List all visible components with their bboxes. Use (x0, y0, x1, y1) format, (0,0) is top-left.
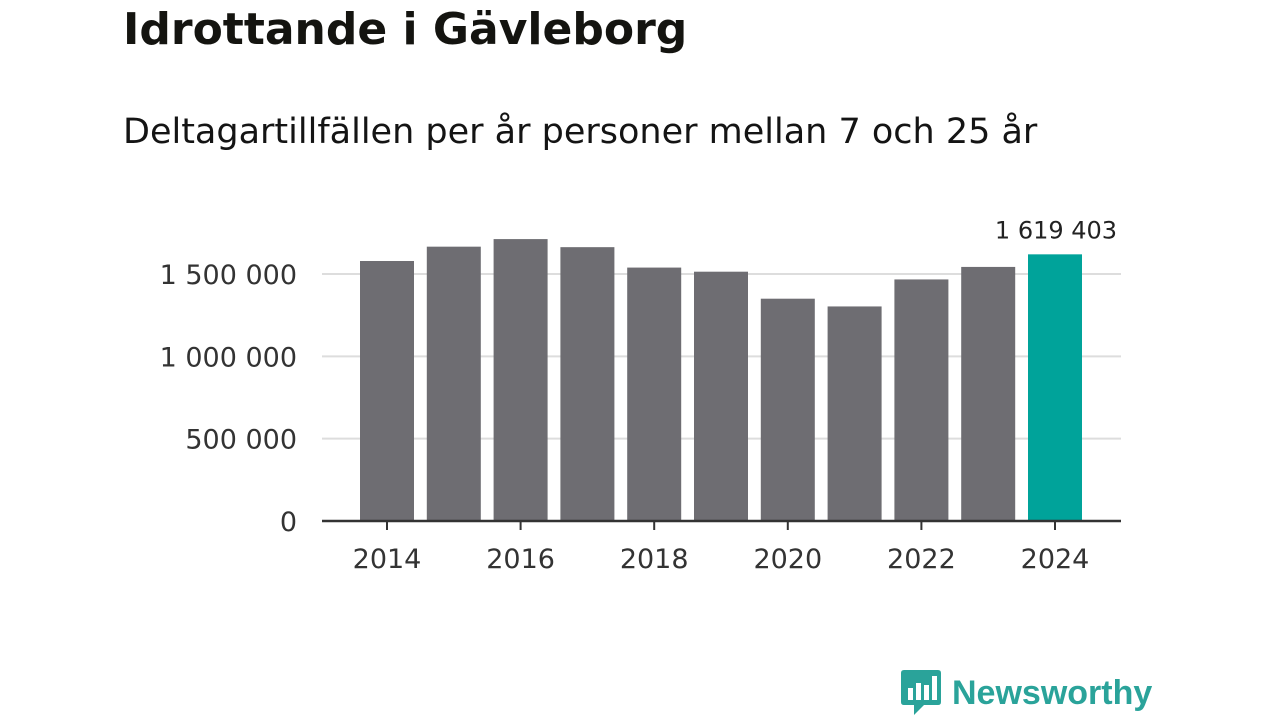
bar-2015 (426, 246, 481, 521)
bar-2018 (627, 267, 682, 521)
newsworthy-logo: Newsworthy (900, 668, 1152, 718)
x-tick-label: 2022 (887, 544, 956, 575)
newsworthy-logo-icon (901, 670, 941, 715)
x-tick-label: 2018 (620, 544, 689, 575)
y-tick-label: 0 (280, 507, 297, 538)
bar-2016 (493, 239, 548, 521)
x-tick-label: 2024 (1021, 544, 1090, 575)
x-tick-label: 2014 (353, 544, 422, 575)
bar-2022 (894, 279, 949, 521)
bar-2014 (360, 260, 414, 521)
x-tick-label: 2020 (753, 544, 822, 575)
y-tick-label: 1 000 000 (160, 342, 297, 373)
y-tick-label: 500 000 (185, 425, 297, 456)
chart-title: Idrottande i Gävleborg (123, 4, 688, 55)
bar-2024 (1028, 254, 1082, 521)
bar-2020 (760, 298, 815, 521)
chart-subtitle: Deltagartillfällen per år personer mella… (123, 112, 1038, 152)
x-tick-label: 2016 (486, 544, 555, 575)
y-tick-label: 1 500 000 (160, 260, 297, 291)
bar-2019 (694, 271, 748, 521)
brand-name: Newsworthy (952, 673, 1153, 712)
data-label: 1 619 403 (995, 216, 1117, 244)
bar-2023 (961, 266, 1016, 521)
bar-2021 (827, 306, 882, 521)
bar-2017 (560, 247, 615, 521)
